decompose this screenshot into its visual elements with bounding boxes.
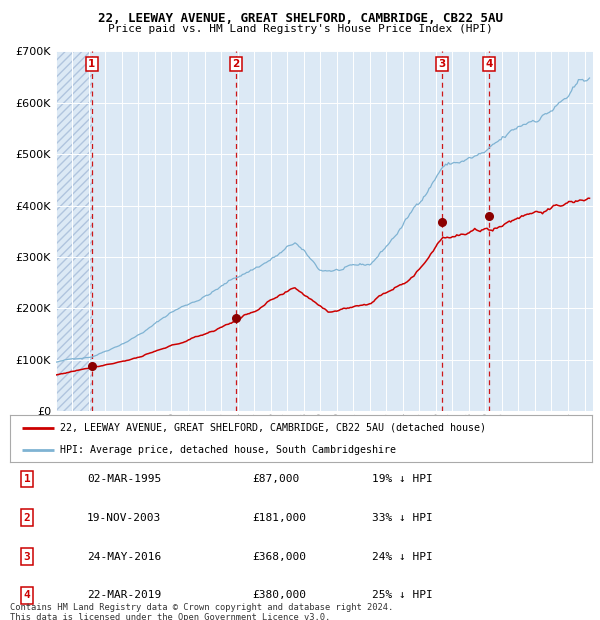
- Text: 33% ↓ HPI: 33% ↓ HPI: [372, 513, 433, 523]
- Text: 3: 3: [23, 552, 31, 562]
- Text: 1: 1: [23, 474, 31, 484]
- Text: 19-NOV-2003: 19-NOV-2003: [87, 513, 161, 523]
- Text: 25% ↓ HPI: 25% ↓ HPI: [372, 590, 433, 600]
- Text: £181,000: £181,000: [252, 513, 306, 523]
- Text: 1: 1: [88, 59, 95, 69]
- Text: 4: 4: [23, 590, 31, 600]
- Text: 3: 3: [439, 59, 446, 69]
- Text: 2: 2: [23, 513, 31, 523]
- Text: 02-MAR-1995: 02-MAR-1995: [87, 474, 161, 484]
- Text: 24% ↓ HPI: 24% ↓ HPI: [372, 552, 433, 562]
- Text: 19% ↓ HPI: 19% ↓ HPI: [372, 474, 433, 484]
- Text: 4: 4: [485, 59, 493, 69]
- Text: 22, LEEWAY AVENUE, GREAT SHELFORD, CAMBRIDGE, CB22 5AU (detached house): 22, LEEWAY AVENUE, GREAT SHELFORD, CAMBR…: [59, 423, 485, 433]
- Text: £87,000: £87,000: [252, 474, 299, 484]
- Text: £380,000: £380,000: [252, 590, 306, 600]
- Text: Contains HM Land Registry data © Crown copyright and database right 2024.
This d: Contains HM Land Registry data © Crown c…: [10, 603, 394, 620]
- Text: 2: 2: [232, 59, 239, 69]
- Text: HPI: Average price, detached house, South Cambridgeshire: HPI: Average price, detached house, Sout…: [59, 445, 395, 455]
- Text: 22-MAR-2019: 22-MAR-2019: [87, 590, 161, 600]
- Text: 22, LEEWAY AVENUE, GREAT SHELFORD, CAMBRIDGE, CB22 5AU: 22, LEEWAY AVENUE, GREAT SHELFORD, CAMBR…: [97, 12, 503, 25]
- Text: Price paid vs. HM Land Registry's House Price Index (HPI): Price paid vs. HM Land Registry's House …: [107, 24, 493, 33]
- Text: £368,000: £368,000: [252, 552, 306, 562]
- Text: 24-MAY-2016: 24-MAY-2016: [87, 552, 161, 562]
